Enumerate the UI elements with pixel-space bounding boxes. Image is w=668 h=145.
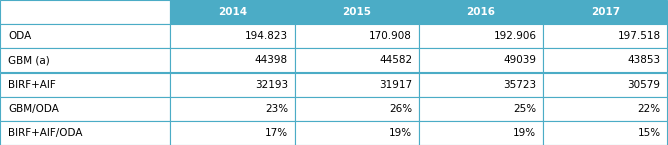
Bar: [295, 48, 419, 72]
Bar: [0, 48, 170, 72]
Text: GBM/ODA: GBM/ODA: [8, 104, 59, 114]
Bar: [419, 72, 543, 97]
Bar: [295, 24, 419, 48]
Bar: [0, 72, 170, 97]
Bar: [0, 0, 170, 24]
Text: 43853: 43853: [627, 55, 661, 65]
Bar: [543, 24, 667, 48]
Text: 17%: 17%: [265, 128, 288, 138]
Bar: [295, 121, 419, 145]
Text: 2017: 2017: [591, 7, 620, 17]
Text: 44582: 44582: [379, 55, 412, 65]
Text: 30579: 30579: [628, 80, 661, 90]
Bar: [419, 48, 543, 72]
Bar: [0, 121, 170, 145]
Bar: [419, 0, 543, 24]
Bar: [419, 24, 543, 48]
Text: 35723: 35723: [503, 80, 536, 90]
Text: 32193: 32193: [255, 80, 288, 90]
Bar: [419, 121, 543, 145]
Text: ODA: ODA: [8, 31, 31, 41]
Text: 19%: 19%: [513, 128, 536, 138]
Bar: [295, 0, 419, 24]
Text: 194.823: 194.823: [244, 31, 288, 41]
Text: BIRF+AIF: BIRF+AIF: [8, 80, 55, 90]
Bar: [543, 0, 667, 24]
Text: 31917: 31917: [379, 80, 412, 90]
Text: 26%: 26%: [389, 104, 412, 114]
Text: 22%: 22%: [637, 104, 661, 114]
Bar: [543, 97, 667, 121]
Bar: [170, 24, 295, 48]
Bar: [543, 72, 667, 97]
Text: 23%: 23%: [265, 104, 288, 114]
Bar: [543, 48, 667, 72]
Bar: [419, 97, 543, 121]
Bar: [170, 121, 295, 145]
Text: 2015: 2015: [342, 7, 371, 17]
Bar: [0, 24, 170, 48]
Bar: [0, 97, 170, 121]
Bar: [170, 0, 295, 24]
Text: 19%: 19%: [389, 128, 412, 138]
Bar: [543, 121, 667, 145]
Text: 49039: 49039: [504, 55, 536, 65]
Bar: [170, 97, 295, 121]
Text: 2014: 2014: [218, 7, 247, 17]
Text: 2016: 2016: [466, 7, 496, 17]
Bar: [295, 72, 419, 97]
Text: 192.906: 192.906: [494, 31, 536, 41]
Text: 44398: 44398: [255, 55, 288, 65]
Bar: [170, 48, 295, 72]
Text: 25%: 25%: [513, 104, 536, 114]
Text: BIRF+AIF/ODA: BIRF+AIF/ODA: [8, 128, 83, 138]
Text: 197.518: 197.518: [617, 31, 661, 41]
Bar: [170, 72, 295, 97]
Text: 170.908: 170.908: [369, 31, 412, 41]
Text: GBM (a): GBM (a): [8, 55, 49, 65]
Bar: [295, 97, 419, 121]
Text: 15%: 15%: [637, 128, 661, 138]
